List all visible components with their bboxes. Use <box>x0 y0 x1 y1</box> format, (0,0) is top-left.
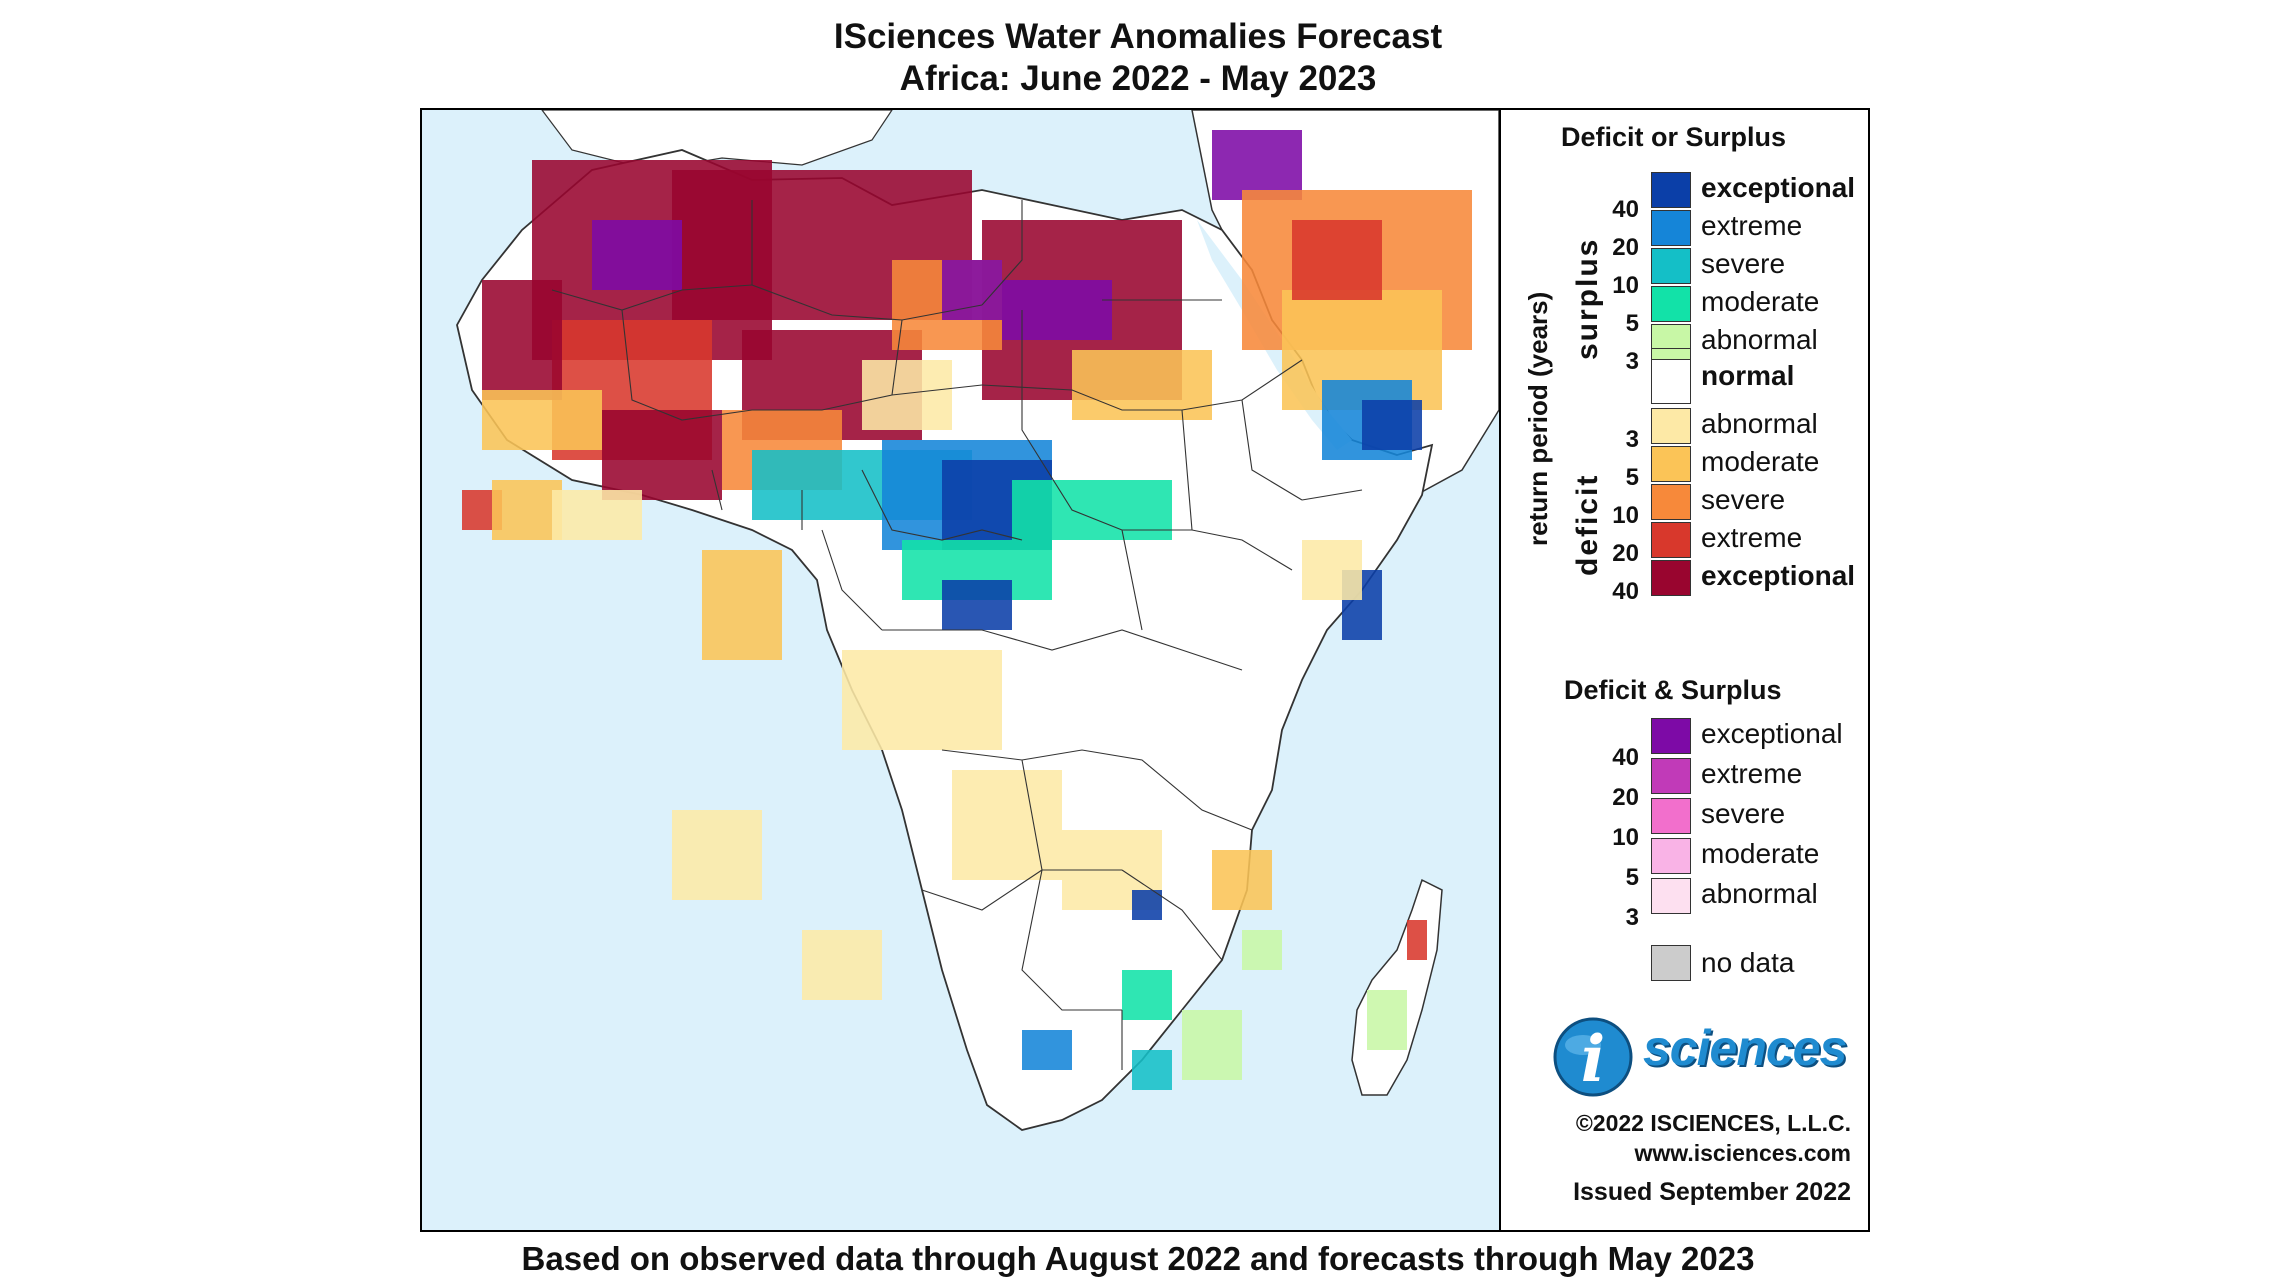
deficit-swatch-abnormal <box>1651 408 1691 444</box>
surplus-nums-5: 5 <box>1625 310 1639 337</box>
anomaly-patch <box>1242 930 1282 970</box>
deficit-nums-5: 5 <box>1625 464 1639 491</box>
anomaly-patch <box>482 280 562 400</box>
anomaly-patch <box>672 810 762 900</box>
surplus-swatch-moderate <box>1651 286 1691 322</box>
no-data-swatch <box>1651 945 1691 981</box>
surplus-swatch-abnormal <box>1651 324 1691 360</box>
website-text: www.isciences.com <box>1634 1140 1851 1166</box>
both-nums-3: 3 <box>1625 904 1639 931</box>
map-subtitle: Africa: June 2022 - May 2023 <box>899 59 1377 98</box>
anomaly-patch <box>482 390 602 450</box>
isciences-logo: i sciences <box>1551 1015 1847 1097</box>
anomaly-patch <box>1292 220 1382 300</box>
deficit-label-extreme: extreme <box>1701 522 1803 553</box>
normal-label: normal <box>1701 360 1795 391</box>
surplus-nums-3: 3 <box>1625 348 1639 375</box>
both-swatch-exceptional <box>1651 718 1691 754</box>
figure-frame: Deficit or Surplus return period (years)… <box>420 108 1870 1232</box>
anomaly-patch <box>552 490 642 540</box>
deficit-nums-10: 10 <box>1612 502 1639 529</box>
deficit-label-moderate: moderate <box>1701 446 1820 477</box>
both-nums-40: 40 <box>1612 744 1639 771</box>
both-label-extreme: extreme <box>1701 758 1803 789</box>
anomaly-patch <box>1182 1010 1242 1080</box>
anomaly-patch <box>1362 400 1422 450</box>
deficit-label-severe: severe <box>1701 484 1786 515</box>
surplus-label-severe: severe <box>1701 248 1786 279</box>
surplus-nums-20: 20 <box>1612 234 1639 261</box>
anomaly-patch <box>842 650 1002 750</box>
anomaly-patch <box>1212 850 1272 910</box>
surplus-label-extreme: extreme <box>1701 210 1803 241</box>
deficit-swatch-moderate <box>1651 446 1691 482</box>
anomaly-patch <box>1122 970 1172 1020</box>
deficit-label-abnormal: abnormal <box>1701 408 1818 439</box>
return-period-axis-label: return period (years) <box>1523 291 1553 546</box>
copyright-text: ©2022 ISCIENCES, L.L.C. <box>1575 1110 1851 1136</box>
both-swatch-extreme <box>1651 758 1691 794</box>
anomaly-patch <box>1367 990 1407 1050</box>
surplus-label-exceptional: exceptional <box>1701 172 1856 203</box>
anomaly-patch <box>1012 480 1172 540</box>
anomaly-patch <box>942 260 1002 320</box>
anomaly-patch <box>1132 890 1162 920</box>
surplus-nums-10: 10 <box>1612 272 1639 299</box>
footer-note: Based on observed data through August 20… <box>521 1240 1755 1277</box>
both-nums-5: 5 <box>1625 864 1639 891</box>
anomaly-patch <box>942 580 1012 630</box>
anomaly-patch <box>1212 130 1302 200</box>
deficit-nums-3: 3 <box>1625 426 1639 453</box>
surplus-swatch-extreme <box>1651 210 1691 246</box>
legend-panel: Deficit or Surplus return period (years)… <box>1501 110 1868 1230</box>
both-swatch-moderate <box>1651 838 1691 874</box>
both-nums-10: 10 <box>1612 824 1639 851</box>
surplus-label-abnormal: abnormal <box>1701 324 1818 355</box>
anomaly-patch <box>1002 280 1112 340</box>
africa-map <box>422 110 1501 1230</box>
legend-title-deficit-and-surplus: Deficit & Surplus <box>1564 675 1782 705</box>
anomaly-patch <box>1022 1030 1072 1070</box>
deficit-swatch-exceptional <box>1651 560 1691 596</box>
surplus-swatch-severe <box>1651 248 1691 284</box>
both-label-abnormal: abnormal <box>1701 878 1818 909</box>
anomaly-patch <box>802 930 882 1000</box>
country-borders <box>551 200 1363 1070</box>
anomaly-patch <box>862 360 952 430</box>
surplus-label-moderate: moderate <box>1701 286 1820 317</box>
deficit-nums-20: 20 <box>1612 540 1639 567</box>
no-data-label: no data <box>1701 947 1795 978</box>
surplus-swatch-exceptional <box>1651 172 1691 208</box>
both-swatch-abnormal <box>1651 878 1691 914</box>
anomaly-patch <box>952 770 1062 880</box>
normal-swatch <box>1651 348 1691 404</box>
both-label-exceptional: exceptional <box>1701 718 1843 749</box>
deficit-nums-40: 40 <box>1612 578 1639 605</box>
issued-date: Issued September 2022 <box>1573 1178 1851 1206</box>
deficit-swatch-severe <box>1651 484 1691 520</box>
deficit-swatch-extreme <box>1651 522 1691 558</box>
anomaly-patch <box>1302 540 1362 600</box>
isciences-globe-icon: i <box>1553 1017 1633 1097</box>
map-title: ISciences Water Anomalies Forecast <box>833 17 1443 56</box>
anomaly-patch <box>592 220 682 290</box>
map-svg <box>422 110 1499 1230</box>
anomaly-patch <box>702 550 782 660</box>
both-nums-20: 20 <box>1612 784 1639 811</box>
both-label-severe: severe <box>1701 798 1786 829</box>
legend-title-deficit-or-surplus: Deficit or Surplus <box>1561 122 1787 152</box>
both-swatch-severe <box>1651 798 1691 834</box>
deficit-label-exceptional: exceptional <box>1701 560 1856 591</box>
anomaly-patch <box>1407 920 1427 960</box>
anomaly-patch <box>1132 1050 1172 1090</box>
brand-wordmark: sciences <box>1643 1020 1847 1076</box>
anomaly-layer <box>462 130 1472 1090</box>
surplus-nums-40: 40 <box>1612 196 1639 223</box>
both-label-moderate: moderate <box>1701 838 1820 869</box>
anomaly-patch <box>492 480 562 540</box>
anomaly-patch <box>602 410 722 500</box>
brand-i-letter: i <box>1581 1022 1605 1097</box>
